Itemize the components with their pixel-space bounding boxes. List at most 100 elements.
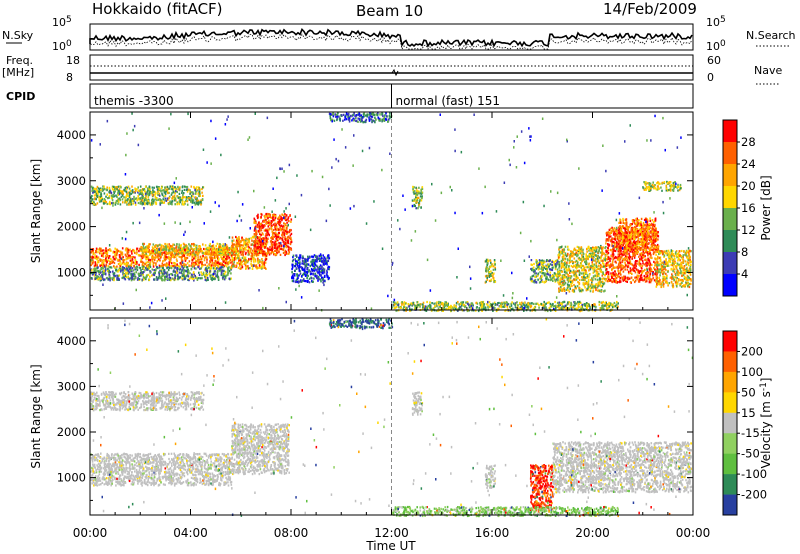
scatter-cell bbox=[222, 275, 224, 278]
scatter-cell bbox=[278, 231, 280, 235]
scatter-cell bbox=[99, 195, 101, 198]
scatter-cell bbox=[204, 263, 206, 266]
scatter-cell bbox=[137, 191, 139, 194]
scatter-cell bbox=[187, 275, 190, 278]
scatter-cell bbox=[183, 196, 186, 199]
scatter-cell bbox=[208, 246, 211, 249]
scatter-cell bbox=[122, 273, 124, 276]
scatter-cell bbox=[276, 249, 279, 252]
noise-right-top-tick: 105 bbox=[706, 15, 726, 29]
scatter-cell bbox=[158, 189, 160, 192]
scatter-cell bbox=[124, 269, 126, 272]
scatter-cell bbox=[196, 201, 199, 204]
scatter-cell bbox=[316, 258, 318, 261]
scatter-cell bbox=[110, 191, 113, 195]
scatter-cell bbox=[194, 255, 197, 258]
scatter-cell bbox=[151, 255, 154, 258]
scatter-cell bbox=[178, 192, 181, 195]
scatter-cell bbox=[152, 273, 155, 276]
scatter-cell bbox=[151, 274, 153, 277]
scatter-cell bbox=[281, 213, 283, 216]
scatter-cell bbox=[191, 243, 193, 246]
scatter-cell bbox=[175, 255, 177, 258]
scatter-cell bbox=[178, 268, 181, 271]
scatter-cell bbox=[600, 259, 602, 262]
scatter-cell bbox=[268, 219, 270, 222]
scatter-cell bbox=[569, 260, 571, 263]
scatter-cell bbox=[176, 272, 178, 275]
scatter-cell bbox=[357, 120, 359, 123]
scatter-cell bbox=[260, 250, 262, 253]
date-title: 14/Feb/2009 bbox=[603, 0, 697, 18]
scatter-cell bbox=[184, 199, 187, 202]
scatter-cell bbox=[259, 266, 262, 269]
scatter-cell bbox=[121, 194, 124, 197]
scatter-cell bbox=[196, 253, 198, 256]
scatter-cell bbox=[134, 261, 137, 264]
scatter-cell bbox=[112, 260, 115, 263]
scatter-cell bbox=[211, 260, 214, 263]
scatter-cell bbox=[272, 237, 274, 241]
scatter-cell bbox=[180, 249, 183, 253]
scatter-cell bbox=[222, 269, 224, 272]
scatter-cell bbox=[551, 266, 554, 269]
scatter-cell bbox=[112, 188, 115, 191]
scatter-cell bbox=[105, 256, 108, 259]
scatter-cell bbox=[299, 254, 301, 257]
scatter-cell bbox=[121, 247, 124, 250]
scatter-cell bbox=[158, 192, 161, 195]
scatter-cell bbox=[626, 255, 628, 258]
scatter-cell bbox=[243, 241, 246, 244]
scatter-cell bbox=[102, 255, 105, 258]
scatter-cell bbox=[191, 200, 194, 203]
scatter-cell bbox=[579, 271, 581, 274]
scatter-cell bbox=[585, 258, 587, 261]
scatter-cell bbox=[130, 273, 132, 276]
scatter-cell bbox=[158, 271, 160, 274]
scatter-cell bbox=[183, 185, 186, 188]
scatter-cell bbox=[181, 277, 183, 280]
scatter-cell bbox=[278, 242, 280, 245]
scatter-cell bbox=[211, 256, 213, 259]
scatter-cell bbox=[198, 273, 201, 277]
scatter-cell bbox=[551, 276, 554, 280]
scatter-cell bbox=[109, 249, 111, 252]
scatter-cell bbox=[270, 226, 273, 229]
scatter-cell bbox=[216, 249, 219, 252]
scatter-cell bbox=[114, 254, 116, 257]
scatter-cell bbox=[364, 119, 367, 122]
scatter-cell bbox=[142, 197, 144, 200]
scatter-cell bbox=[105, 257, 107, 260]
scatter-cell bbox=[224, 255, 226, 258]
scatter-cell bbox=[90, 255, 92, 259]
scatter-cell bbox=[92, 256, 94, 259]
scatter-cell bbox=[129, 203, 132, 206]
scatter-cell bbox=[234, 258, 237, 261]
scatter-cell bbox=[218, 269, 221, 272]
scatter-cell bbox=[373, 113, 375, 116]
scatter-cell bbox=[169, 260, 172, 263]
scatter-cell bbox=[99, 252, 101, 255]
freq-top-tick: 18 bbox=[66, 54, 80, 67]
scatter-cell bbox=[210, 264, 213, 267]
scatter-cell bbox=[125, 275, 128, 279]
scatter-cell bbox=[159, 202, 161, 205]
scatter-cell bbox=[159, 199, 161, 202]
scatter-cell bbox=[597, 264, 600, 267]
scatter-cell bbox=[183, 272, 185, 275]
scatter-cell bbox=[119, 256, 122, 260]
scatter-cell bbox=[195, 197, 197, 201]
scatter-cell bbox=[279, 228, 281, 231]
scatter-cell bbox=[223, 274, 226, 277]
scatter-cell bbox=[202, 186, 204, 189]
scatter-cell bbox=[238, 259, 240, 262]
scatter-cell bbox=[250, 260, 253, 263]
scatter-cell bbox=[152, 265, 155, 268]
scatter-cell bbox=[142, 262, 144, 265]
scatter-cell bbox=[175, 252, 178, 256]
scatter-cell bbox=[308, 277, 311, 280]
scatter-cell bbox=[490, 274, 492, 277]
scatter-cell bbox=[140, 274, 142, 277]
scatter-cell bbox=[211, 245, 214, 248]
scatter-cell bbox=[199, 194, 202, 197]
